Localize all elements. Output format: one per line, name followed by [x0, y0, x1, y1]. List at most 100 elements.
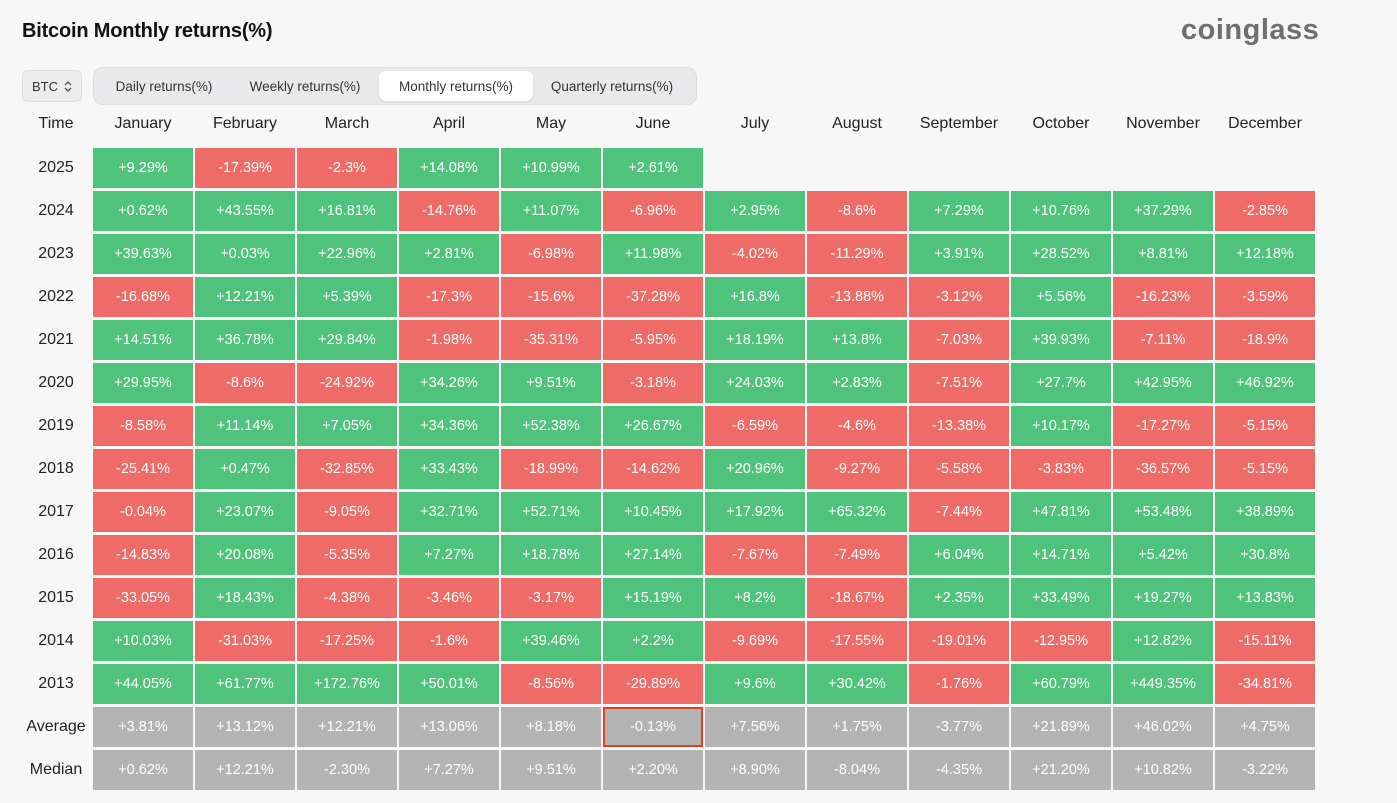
- return-cell-2019-december[interactable]: -5.15%: [1215, 406, 1315, 446]
- return-cell-2021-december[interactable]: -18.9%: [1215, 320, 1315, 360]
- return-cell-2022-january[interactable]: -16.68%: [93, 277, 193, 317]
- return-cell-2018-june[interactable]: -14.62%: [603, 449, 703, 489]
- return-cell-2017-august[interactable]: +65.32%: [807, 492, 907, 532]
- return-cell-2019-june[interactable]: +26.67%: [603, 406, 703, 446]
- return-cell-2013-september[interactable]: -1.76%: [909, 664, 1009, 704]
- return-cell-median-april[interactable]: +7.27%: [399, 750, 499, 790]
- return-cell-2020-august[interactable]: +2.83%: [807, 363, 907, 403]
- return-cell-2025-february[interactable]: -17.39%: [195, 148, 295, 188]
- return-cell-2021-june[interactable]: -5.95%: [603, 320, 703, 360]
- tab-daily-returns[interactable]: Daily returns(%): [115, 78, 213, 94]
- return-cell-average-august[interactable]: +1.75%: [807, 707, 907, 747]
- return-cell-2019-april[interactable]: +34.36%: [399, 406, 499, 446]
- return-cell-2023-june[interactable]: +11.98%: [603, 234, 703, 274]
- return-cell-2015-september[interactable]: +2.35%: [909, 578, 1009, 618]
- return-cell-2024-april[interactable]: -14.76%: [399, 191, 499, 231]
- return-cell-median-october[interactable]: +21.20%: [1011, 750, 1111, 790]
- return-cell-average-november[interactable]: +46.02%: [1113, 707, 1213, 747]
- return-cell-2024-may[interactable]: +11.07%: [501, 191, 601, 231]
- return-cell-average-january[interactable]: +3.81%: [93, 707, 193, 747]
- return-cell-2013-december[interactable]: -34.81%: [1215, 664, 1315, 704]
- return-cell-2014-february[interactable]: -31.03%: [195, 621, 295, 661]
- return-cell-median-may[interactable]: +9.51%: [501, 750, 601, 790]
- return-cell-2014-july[interactable]: -9.69%: [705, 621, 805, 661]
- return-cell-median-february[interactable]: +12.21%: [195, 750, 295, 790]
- return-cell-2015-april[interactable]: -3.46%: [399, 578, 499, 618]
- return-cell-2018-july[interactable]: +20.96%: [705, 449, 805, 489]
- return-cell-2013-january[interactable]: +44.05%: [93, 664, 193, 704]
- return-cell-2017-may[interactable]: +52.71%: [501, 492, 601, 532]
- return-cell-2021-july[interactable]: +18.19%: [705, 320, 805, 360]
- return-cell-2022-april[interactable]: -17.3%: [399, 277, 499, 317]
- return-cell-2014-december[interactable]: -15.11%: [1215, 621, 1315, 661]
- return-cell-2018-march[interactable]: -32.85%: [297, 449, 397, 489]
- return-cell-2022-march[interactable]: +5.39%: [297, 277, 397, 317]
- return-cell-2023-december[interactable]: +12.18%: [1215, 234, 1315, 274]
- return-cell-2018-december[interactable]: -5.15%: [1215, 449, 1315, 489]
- return-cell-2016-july[interactable]: -7.67%: [705, 535, 805, 575]
- return-cell-2019-august[interactable]: -4.6%: [807, 406, 907, 446]
- return-cell-2020-april[interactable]: +34.26%: [399, 363, 499, 403]
- return-cell-2014-september[interactable]: -19.01%: [909, 621, 1009, 661]
- return-cell-average-april[interactable]: +13.06%: [399, 707, 499, 747]
- return-cell-2019-may[interactable]: +52.38%: [501, 406, 601, 446]
- return-cell-2020-june[interactable]: -3.18%: [603, 363, 703, 403]
- return-cell-2022-august[interactable]: -13.88%: [807, 277, 907, 317]
- return-cell-2015-may[interactable]: -3.17%: [501, 578, 601, 618]
- return-cell-2014-june[interactable]: +2.2%: [603, 621, 703, 661]
- return-cell-median-november[interactable]: +10.82%: [1113, 750, 1213, 790]
- return-cell-2015-january[interactable]: -33.05%: [93, 578, 193, 618]
- return-cell-2015-february[interactable]: +18.43%: [195, 578, 295, 618]
- return-cell-2023-october[interactable]: +28.52%: [1011, 234, 1111, 274]
- return-cell-average-march[interactable]: +12.21%: [297, 707, 397, 747]
- return-cell-2016-march[interactable]: -5.35%: [297, 535, 397, 575]
- return-cell-2019-november[interactable]: -17.27%: [1113, 406, 1213, 446]
- return-cell-median-january[interactable]: +0.62%: [93, 750, 193, 790]
- return-cell-2014-april[interactable]: -1.6%: [399, 621, 499, 661]
- return-cell-2023-september[interactable]: +3.91%: [909, 234, 1009, 274]
- return-cell-2013-april[interactable]: +50.01%: [399, 664, 499, 704]
- return-cell-2016-january[interactable]: -14.83%: [93, 535, 193, 575]
- return-cell-2020-december[interactable]: +46.92%: [1215, 363, 1315, 403]
- return-cell-2024-february[interactable]: +43.55%: [195, 191, 295, 231]
- return-cell-2025-march[interactable]: -2.3%: [297, 148, 397, 188]
- return-cell-2022-september[interactable]: -3.12%: [909, 277, 1009, 317]
- return-cell-2021-january[interactable]: +14.51%: [93, 320, 193, 360]
- return-cell-2023-april[interactable]: +2.81%: [399, 234, 499, 274]
- return-cell-2020-october[interactable]: +27.7%: [1011, 363, 1111, 403]
- return-cell-2020-february[interactable]: -8.6%: [195, 363, 295, 403]
- return-cell-2023-march[interactable]: +22.96%: [297, 234, 397, 274]
- return-cell-2017-july[interactable]: +17.92%: [705, 492, 805, 532]
- return-cell-2021-november[interactable]: -7.11%: [1113, 320, 1213, 360]
- return-cell-median-june[interactable]: +2.20%: [603, 750, 703, 790]
- return-cell-2020-january[interactable]: +29.95%: [93, 363, 193, 403]
- return-cell-average-september[interactable]: -3.77%: [909, 707, 1009, 747]
- return-cell-2020-may[interactable]: +9.51%: [501, 363, 601, 403]
- return-cell-2019-march[interactable]: +7.05%: [297, 406, 397, 446]
- return-cell-2023-may[interactable]: -6.98%: [501, 234, 601, 274]
- return-cell-2016-september[interactable]: +6.04%: [909, 535, 1009, 575]
- return-cell-2020-july[interactable]: +24.03%: [705, 363, 805, 403]
- tab-monthly-returns[interactable]: Monthly returns(%): [379, 71, 533, 101]
- return-cell-median-march[interactable]: -2.30%: [297, 750, 397, 790]
- return-cell-average-may[interactable]: +8.18%: [501, 707, 601, 747]
- return-cell-2019-july[interactable]: -6.59%: [705, 406, 805, 446]
- return-cell-2016-may[interactable]: +18.78%: [501, 535, 601, 575]
- return-cell-2024-july[interactable]: +2.95%: [705, 191, 805, 231]
- return-cell-2024-december[interactable]: -2.85%: [1215, 191, 1315, 231]
- return-cell-2017-november[interactable]: +53.48%: [1113, 492, 1213, 532]
- return-cell-2017-february[interactable]: +23.07%: [195, 492, 295, 532]
- return-cell-average-july[interactable]: +7.56%: [705, 707, 805, 747]
- return-cell-2015-august[interactable]: -18.67%: [807, 578, 907, 618]
- return-cell-2020-november[interactable]: +42.95%: [1113, 363, 1213, 403]
- return-cell-2022-november[interactable]: -16.23%: [1113, 277, 1213, 317]
- return-cell-2019-january[interactable]: -8.58%: [93, 406, 193, 446]
- return-cell-2017-december[interactable]: +38.89%: [1215, 492, 1315, 532]
- return-cell-2024-january[interactable]: +0.62%: [93, 191, 193, 231]
- return-cell-median-december[interactable]: -3.22%: [1215, 750, 1315, 790]
- return-cell-2013-november[interactable]: +449.35%: [1113, 664, 1213, 704]
- return-cell-2014-november[interactable]: +12.82%: [1113, 621, 1213, 661]
- return-cell-2019-october[interactable]: +10.17%: [1011, 406, 1111, 446]
- return-cell-2017-march[interactable]: -9.05%: [297, 492, 397, 532]
- return-cell-2016-november[interactable]: +5.42%: [1113, 535, 1213, 575]
